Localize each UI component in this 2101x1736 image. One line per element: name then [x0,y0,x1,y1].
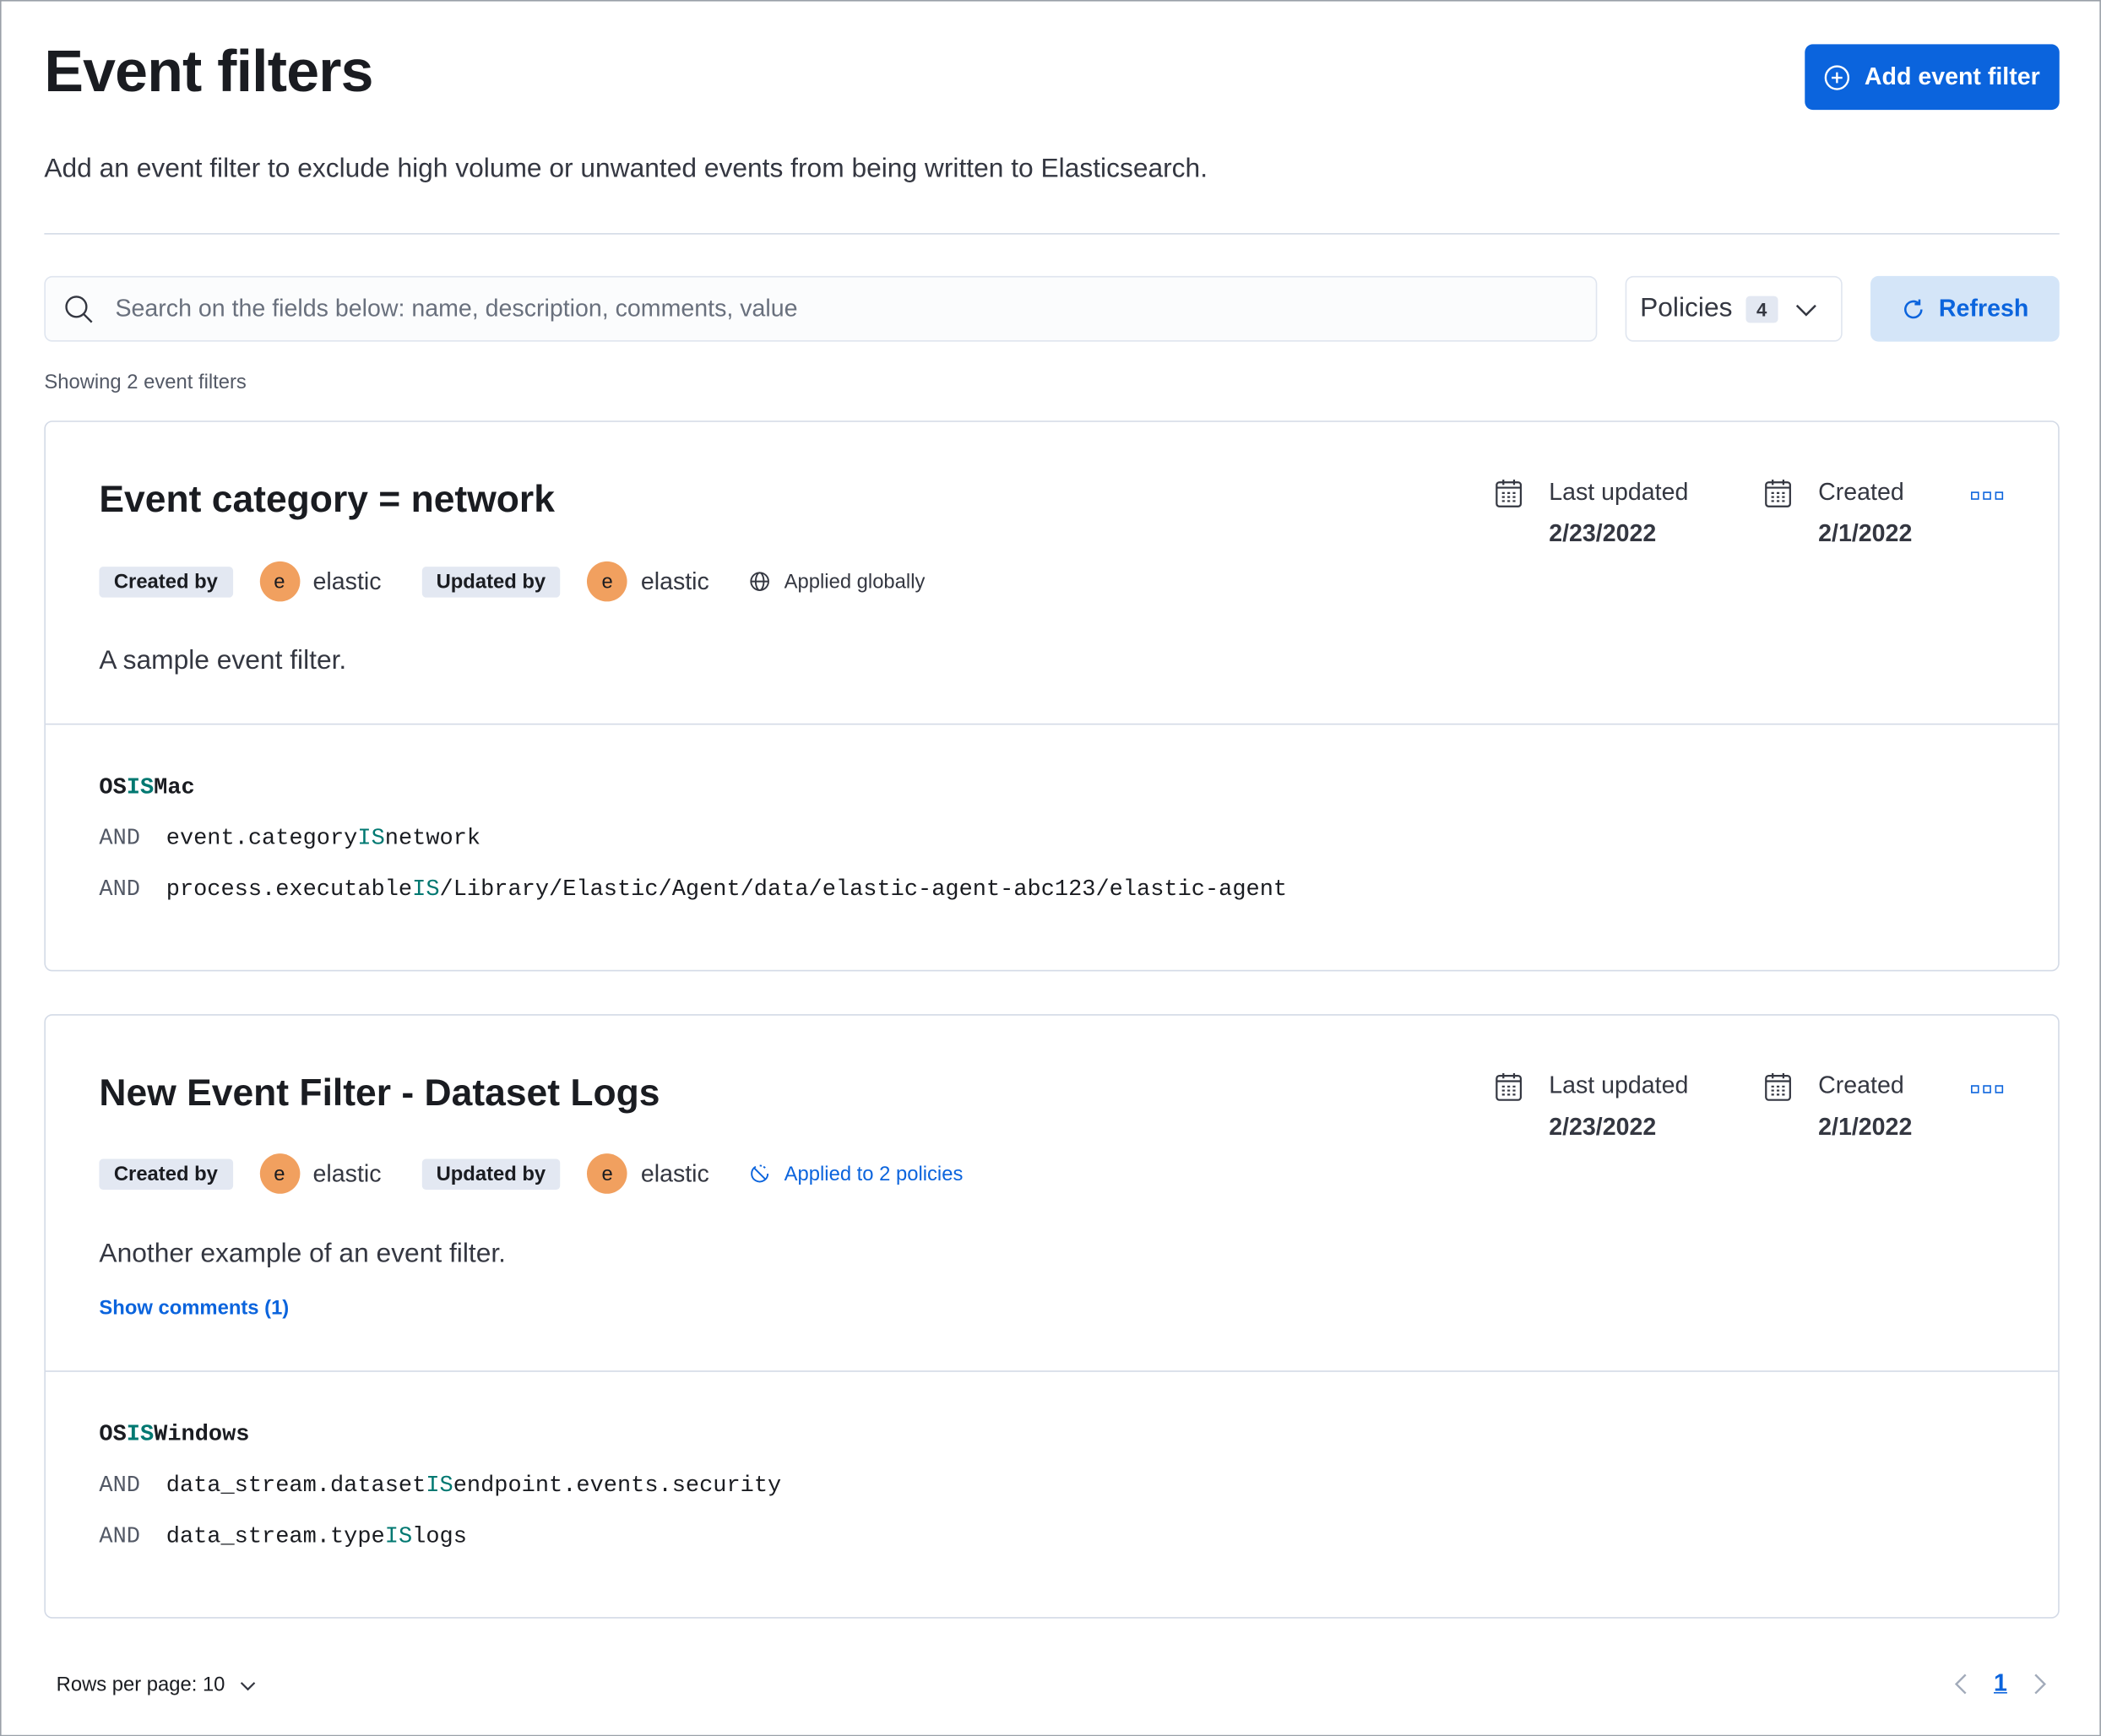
add-event-filter-button[interactable]: Add event filter [1805,44,2060,111]
condition-value: logs [412,1524,467,1550]
last-updated-date: 2/23/2022 [1549,1113,1657,1141]
page-title: Event filters [44,39,373,105]
condition-field: OS [99,1423,127,1449]
card-title: New Event Filter - Dataset Logs [99,1071,660,1114]
created-by-badge: Created by [99,1158,233,1190]
search-input[interactable] [112,293,1525,324]
chevron-down-icon [1795,304,1816,316]
updated-by-user: elastic [640,1159,709,1187]
last-updated-label: Last updated [1549,1071,1689,1099]
divider [44,233,2060,235]
page-description: Add an event filter to exclude high volu… [44,154,1208,184]
card-meta-row: Created by e elastic Updated by e elasti… [99,561,925,602]
show-comments-link[interactable]: Show comments (1) [99,1296,290,1320]
condition-conjunction: AND [99,826,140,853]
condition-value: endpoint.events.security [453,1473,782,1500]
calendar-icon [1496,480,1523,507]
calendar-icon [1765,1072,1791,1101]
avatar: e [259,1153,300,1194]
condition-row: AND data_stream.dataset IS endpoint.event… [99,1473,781,1499]
refresh-label: Refresh [1938,295,2029,322]
condition-row: AND event.category IS network [99,827,480,852]
applied-label: Applied to 2 policies [784,1162,964,1185]
condition-operator: IS [357,826,385,853]
condition-row: OS IS Mac [99,776,194,801]
policies-count-badge: 4 [1745,295,1778,323]
search-field[interactable] [44,275,1598,342]
chevron-down-icon [240,1681,256,1690]
globe-icon [750,572,770,591]
calendar-icon [1765,480,1791,507]
refresh-button[interactable]: Refresh [1870,275,2060,342]
policies-label: Policies [1640,293,1733,323]
created-label: Created [1818,478,1904,506]
actions-menu-button[interactable] [1971,491,2004,500]
condition-operator: IS [426,1473,453,1500]
condition-value: Mac [154,775,195,801]
condition-conjunction: AND [99,1473,140,1500]
created-by-user: elastic [312,567,382,594]
created-date: 2/1/2022 [1818,1113,1913,1141]
event-filter-card: New Event Filter - Dataset Logs Created … [44,1014,2060,1619]
pagination: 1 [1951,1669,2049,1697]
condition-field: process.executable [166,877,413,903]
condition-conjunction: AND [99,877,140,903]
page-1-button[interactable]: 1 [1994,1669,2007,1696]
card-meta-row: Created by e elastic Updated by e elasti… [99,1153,963,1194]
avatar: e [587,561,627,602]
partial-policy-icon [751,1164,769,1183]
chevron-right-icon[interactable] [2031,1670,2049,1697]
rows-per-page-label: Rows per page: 10 [56,1673,225,1696]
actions-menu-button[interactable] [1971,1085,2004,1093]
card-divider [45,723,2059,725]
event-filter-card: Event category = network Created by e el… [44,420,2060,972]
condition-field: event.category [166,826,358,853]
condition-operator: IS [412,877,440,903]
add-event-filter-label: Add event filter [1864,62,2040,90]
condition-operator: IS [126,775,155,801]
last-updated-label: Last updated [1549,478,1689,506]
created-by-user: elastic [312,1159,382,1187]
updated-by-badge: Updated by [421,1158,561,1190]
refresh-icon [1904,298,1923,318]
card-title: Event category = network [99,478,555,520]
created-by-badge: Created by [99,566,233,597]
condition-row: AND data_stream.type IS logs [99,1525,466,1550]
chevron-left-icon[interactable] [1951,1670,1969,1697]
plus-circle-icon [1825,64,1850,90]
condition-operator: IS [126,1423,155,1449]
card-divider [45,1370,2059,1372]
rows-per-page-button[interactable]: Rows per page: 10 [57,1674,258,1696]
search-icon [65,295,93,323]
applied-label: Applied globally [784,570,926,594]
updated-by-badge: Updated by [421,566,561,597]
avatar: e [259,561,300,602]
policies-filter-button[interactable]: Policies 4 [1625,275,1843,342]
condition-field: OS [99,775,127,801]
condition-value: Windows [154,1423,250,1449]
condition-row: AND process.executable IS /Library/Elasti… [99,877,1287,903]
condition-row: OS IS Windows [99,1423,249,1448]
updated-by-user: elastic [640,567,709,594]
condition-value: /Library/Elastic/Agent/data/elastic-agen… [439,877,1288,903]
applied-to-policies-link[interactable]: Applied to 2 policies [749,1162,963,1185]
created-label: Created [1818,1071,1904,1099]
last-updated-date: 2/23/2022 [1549,519,1657,547]
avatar: e [587,1153,627,1194]
condition-field: data_stream.type [166,1524,385,1550]
applied-globally: Applied globally [749,570,925,593]
condition-operator: IS [384,1524,413,1550]
card-description: Another example of an event filter. [99,1239,507,1269]
condition-field: data_stream.dataset [166,1473,426,1500]
condition-conjunction: AND [99,1524,140,1550]
calendar-icon [1496,1072,1523,1101]
created-date: 2/1/2022 [1818,519,1913,547]
results-count: Showing 2 event filters [44,371,247,394]
condition-value: network [384,826,481,853]
card-description: A sample event filter. [99,645,347,675]
